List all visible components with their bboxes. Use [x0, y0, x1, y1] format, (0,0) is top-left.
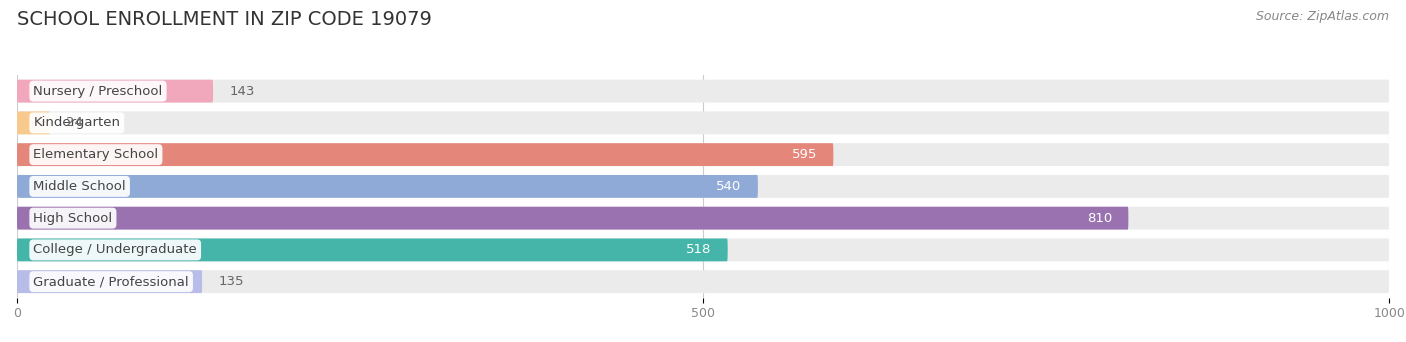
Text: 518: 518	[686, 244, 711, 256]
Text: Kindergarten: Kindergarten	[34, 116, 121, 129]
Text: Graduate / Professional: Graduate / Professional	[34, 275, 188, 288]
Text: 135: 135	[218, 275, 245, 288]
FancyBboxPatch shape	[17, 238, 1389, 261]
FancyBboxPatch shape	[17, 80, 1389, 103]
FancyBboxPatch shape	[17, 270, 202, 293]
FancyBboxPatch shape	[17, 80, 214, 103]
FancyBboxPatch shape	[17, 175, 1389, 198]
Text: Elementary School: Elementary School	[34, 148, 159, 161]
Text: Source: ZipAtlas.com: Source: ZipAtlas.com	[1256, 10, 1389, 23]
FancyBboxPatch shape	[17, 143, 834, 166]
FancyBboxPatch shape	[17, 175, 758, 198]
Text: 595: 595	[792, 148, 817, 161]
Text: 143: 143	[229, 84, 254, 97]
Text: 24: 24	[66, 116, 83, 129]
Text: High School: High School	[34, 212, 112, 225]
FancyBboxPatch shape	[17, 207, 1129, 229]
Text: College / Undergraduate: College / Undergraduate	[34, 244, 197, 256]
Text: Nursery / Preschool: Nursery / Preschool	[34, 84, 163, 97]
FancyBboxPatch shape	[17, 270, 1389, 293]
FancyBboxPatch shape	[17, 143, 1389, 166]
FancyBboxPatch shape	[17, 238, 728, 261]
Text: 810: 810	[1087, 212, 1112, 225]
FancyBboxPatch shape	[17, 111, 1389, 134]
FancyBboxPatch shape	[17, 207, 1389, 229]
Text: 540: 540	[716, 180, 741, 193]
Text: Middle School: Middle School	[34, 180, 127, 193]
FancyBboxPatch shape	[17, 111, 49, 134]
Text: SCHOOL ENROLLMENT IN ZIP CODE 19079: SCHOOL ENROLLMENT IN ZIP CODE 19079	[17, 10, 432, 29]
